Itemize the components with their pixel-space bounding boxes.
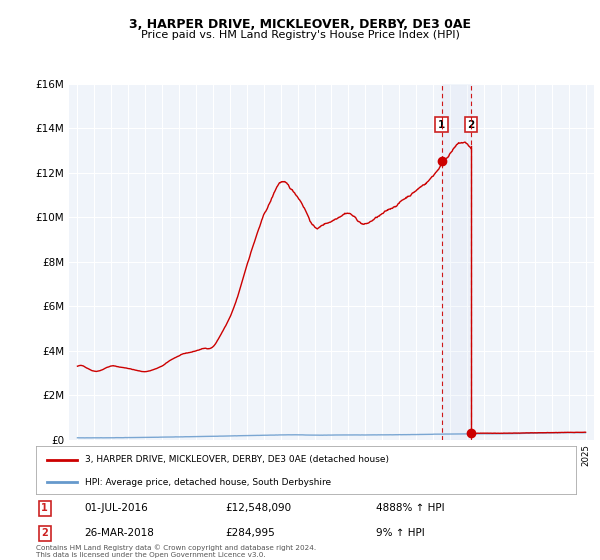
- Text: 1: 1: [438, 120, 445, 130]
- Text: £284,995: £284,995: [225, 528, 275, 538]
- Text: 2: 2: [41, 528, 48, 538]
- Text: £12,548,090: £12,548,090: [225, 503, 291, 514]
- Text: Contains HM Land Registry data © Crown copyright and database right 2024.
This d: Contains HM Land Registry data © Crown c…: [36, 545, 316, 558]
- Text: 2: 2: [467, 120, 475, 130]
- Text: 01-JUL-2016: 01-JUL-2016: [85, 503, 148, 514]
- Bar: [442, 84, 471, 440]
- Text: 1: 1: [41, 503, 48, 514]
- Text: 26-MAR-2018: 26-MAR-2018: [85, 528, 154, 538]
- Text: HPI: Average price, detached house, South Derbyshire: HPI: Average price, detached house, Sout…: [85, 478, 331, 487]
- Text: 4888% ↑ HPI: 4888% ↑ HPI: [376, 503, 445, 514]
- Text: 3, HARPER DRIVE, MICKLEOVER, DERBY, DE3 0AE: 3, HARPER DRIVE, MICKLEOVER, DERBY, DE3 …: [129, 18, 471, 31]
- Text: Price paid vs. HM Land Registry's House Price Index (HPI): Price paid vs. HM Land Registry's House …: [140, 30, 460, 40]
- Text: 9% ↑ HPI: 9% ↑ HPI: [376, 528, 425, 538]
- Text: 3, HARPER DRIVE, MICKLEOVER, DERBY, DE3 0AE (detached house): 3, HARPER DRIVE, MICKLEOVER, DERBY, DE3 …: [85, 455, 389, 464]
